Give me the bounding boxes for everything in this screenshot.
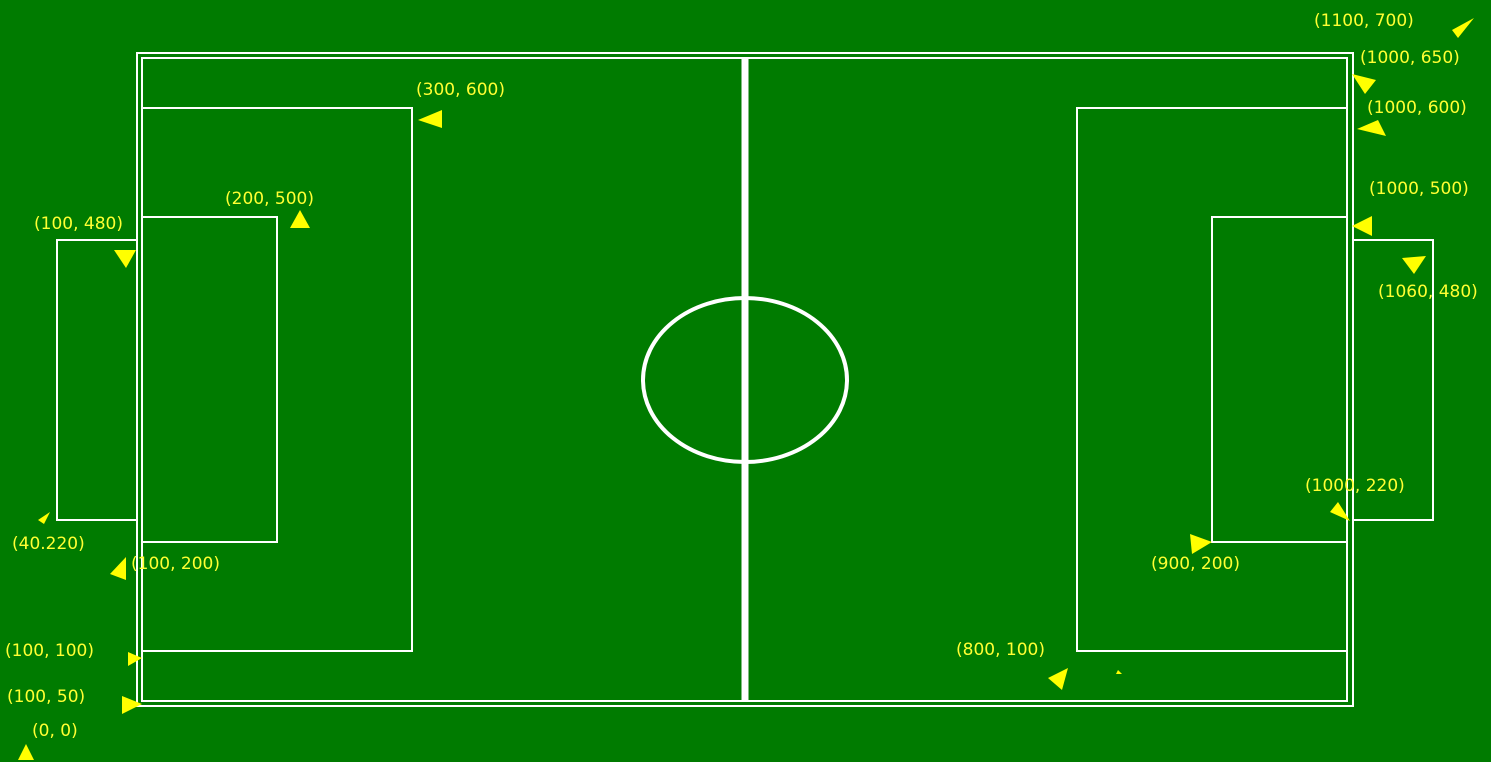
arrow-marker: [290, 210, 310, 228]
coord-label-100-50: (100, 50): [7, 687, 85, 707]
right-goal-box: [1352, 239, 1434, 521]
arrow-marker: [1402, 256, 1426, 274]
left-goal-area: [141, 216, 278, 543]
center-circle: [641, 296, 849, 464]
arrow-marker: [1116, 670, 1122, 674]
arrow-marker: [1190, 534, 1212, 554]
arrow-marker: [18, 744, 34, 760]
coord-label-1000-600: (1000, 600): [1367, 98, 1467, 118]
coord-label-100-100: (100, 100): [5, 641, 94, 661]
arrow-marker: [122, 696, 142, 714]
left-goal-box: [56, 239, 138, 521]
coord-label-200-500: (200, 500): [225, 189, 314, 209]
arrow-marker: [1352, 74, 1376, 94]
arrow-marker: [1352, 216, 1372, 236]
right-goal-area: [1211, 216, 1348, 543]
arrow-marker: [418, 110, 442, 128]
coord-label-1100-700: (1100, 700): [1314, 11, 1414, 31]
coord-label-1060-480: (1060, 480): [1378, 282, 1478, 302]
arrow-marker: [1357, 120, 1386, 136]
coord-label-40-220: (40.220): [12, 534, 85, 554]
coord-label-100-480: (100, 480): [34, 214, 123, 234]
coord-label-800-100: (800, 100): [956, 640, 1045, 660]
arrow-marker: [1048, 668, 1068, 690]
arrow-marker: [128, 652, 142, 666]
coord-label-1000-500: (1000, 500): [1369, 179, 1469, 199]
coord-label-1000-220: (1000, 220): [1305, 476, 1405, 496]
arrow-marker: [110, 557, 126, 580]
coord-label-100-200: (100, 200): [131, 554, 220, 574]
arrow-marker: [1330, 502, 1350, 521]
coord-label-300-600: (300, 600): [416, 80, 505, 100]
arrow-marker: [1452, 18, 1474, 38]
arrow-marker: [114, 250, 136, 268]
coord-label-0-0: (0, 0): [32, 721, 78, 741]
coord-label-900-200: (900, 200): [1151, 554, 1240, 574]
coord-label-1000-650: (1000, 650): [1360, 48, 1460, 68]
arrow-marker: [38, 512, 50, 524]
